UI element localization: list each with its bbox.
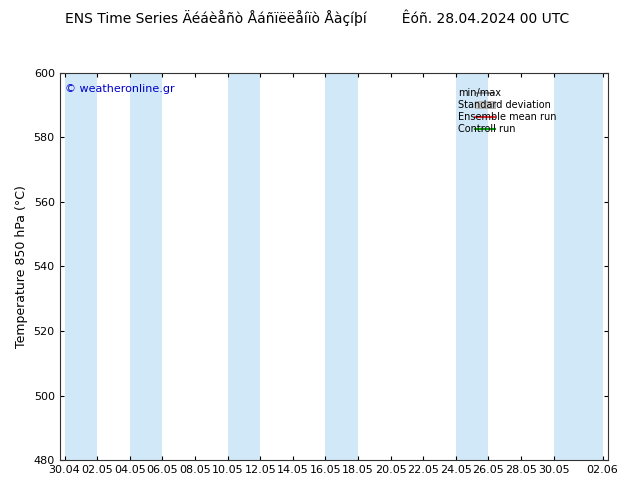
Legend: min/max, Standard deviation, Ensemble mean run, Controll run: min/max, Standard deviation, Ensemble me… xyxy=(472,85,600,137)
Text: © weatheronline.gr: © weatheronline.gr xyxy=(65,84,175,94)
Y-axis label: Temperature 850 hPa (°C): Temperature 850 hPa (°C) xyxy=(15,185,28,348)
Bar xyxy=(130,73,162,460)
Bar xyxy=(228,73,260,460)
Bar xyxy=(65,73,97,460)
Bar xyxy=(456,73,488,460)
Bar xyxy=(325,73,358,460)
Text: ENS Time Series Äéáèåñò Åáñïëëåíïò Åàçíþí        Êóñ. 28.04.2024 00 UTC: ENS Time Series Äéáèåñò Åáñïëëåíïò Åàçíþ… xyxy=(65,10,569,26)
Bar xyxy=(553,73,603,460)
